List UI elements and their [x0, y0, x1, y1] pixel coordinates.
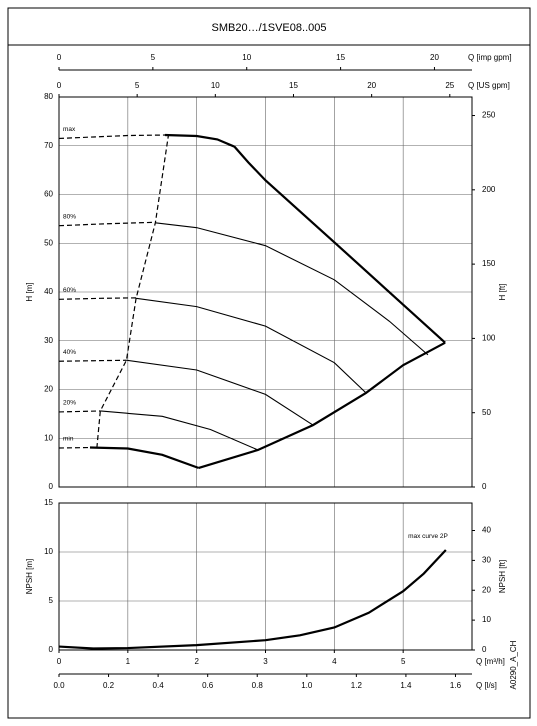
curve-label: 40%	[63, 349, 76, 356]
chart-title: SMB20…/1SVE08..005	[212, 22, 327, 34]
y-tick-label: 30	[44, 336, 53, 345]
top-axis-label: Q [imp gpm]	[468, 53, 512, 62]
x-tick-label: 2	[194, 657, 199, 666]
top-tick-label: 20	[367, 81, 376, 90]
curve	[58, 410, 101, 413]
x2-axis-label: Q [l/s]	[476, 681, 497, 690]
top-tick-label: 15	[289, 81, 298, 90]
x2-tick-label: 1.4	[400, 681, 412, 690]
y-tick-label: 0	[49, 645, 54, 654]
y-tick-label: 20	[44, 385, 53, 394]
curve	[58, 297, 137, 300]
plot-frame	[58, 502, 473, 651]
y-tick-label: 15	[44, 498, 53, 507]
x2-tick-label: 1.2	[351, 681, 363, 690]
x-axis-label: Q [m³/h]	[476, 657, 505, 666]
curve-label: 80%	[63, 213, 76, 220]
y-tick-label: 40	[44, 287, 53, 296]
curve-label: max curve 2P	[408, 533, 448, 540]
y-tick-label: 0	[49, 482, 54, 491]
curve	[155, 222, 429, 356]
top-tick-label: 0	[57, 81, 62, 90]
curve	[96, 134, 170, 449]
y2-tick-label: 100	[482, 334, 496, 343]
x2-tick-label: 1.0	[301, 681, 313, 690]
y-axis-label: NPSH [m]	[25, 559, 34, 595]
y2-axis-label: NPSH [ft]	[498, 560, 507, 593]
curve	[136, 297, 367, 394]
curve	[89, 446, 200, 470]
curve-label: min	[63, 436, 74, 443]
curve	[58, 549, 447, 650]
top-tick-label: 0	[57, 53, 62, 62]
drawing-code: A0290_A_CH	[509, 640, 518, 689]
top-tick-label: 25	[445, 81, 454, 90]
y2-tick-label: 250	[482, 111, 496, 120]
y2-tick-label: 0	[482, 482, 487, 491]
curve	[58, 134, 166, 140]
y-tick-label: 60	[44, 190, 53, 199]
x-tick-label: 4	[332, 657, 337, 666]
curve-label: 20%	[63, 400, 76, 407]
y-tick-label: 50	[44, 238, 53, 247]
x2-tick-label: 0.4	[153, 681, 165, 690]
y2-tick-label: 10	[482, 615, 491, 624]
y2-tick-label: 20	[482, 585, 491, 594]
curve	[126, 359, 314, 426]
x-tick-label: 1	[126, 657, 131, 666]
x2-tick-label: 0.0	[53, 681, 65, 690]
y-tick-label: 10	[44, 547, 53, 556]
top-tick-label: 10	[242, 53, 251, 62]
top-tick-label: 15	[336, 53, 345, 62]
x-tick-label: 5	[401, 657, 406, 666]
x2-tick-label: 0.6	[202, 681, 214, 690]
curve-label: 60%	[63, 287, 76, 294]
y-axis-label: H [m]	[25, 282, 34, 301]
y2-tick-label: 30	[482, 555, 491, 564]
y-tick-label: 10	[44, 433, 53, 442]
top-tick-label: 20	[430, 53, 439, 62]
curve-label: max	[63, 126, 76, 133]
y-tick-label: 5	[49, 596, 54, 605]
curve	[198, 341, 446, 470]
top-tick-label: 5	[135, 81, 140, 90]
curve	[58, 221, 156, 227]
curve	[58, 359, 127, 362]
x2-tick-label: 1.6	[450, 681, 462, 690]
x2-tick-label: 0.2	[103, 681, 115, 690]
y2-tick-label: 0	[482, 645, 487, 654]
y-tick-label: 70	[44, 141, 53, 150]
y2-tick-label: 150	[482, 259, 496, 268]
outer-frame	[7, 7, 531, 719]
y2-axis-label: H [ft]	[498, 284, 507, 301]
top-tick-label: 5	[151, 53, 156, 62]
top-axis-label: Q [US gpm]	[468, 81, 510, 90]
x2-tick-label: 0.8	[252, 681, 264, 690]
y-tick-label: 80	[44, 92, 53, 101]
y2-tick-label: 50	[482, 408, 491, 417]
x-tick-label: 0	[57, 657, 62, 666]
y2-tick-label: 40	[482, 526, 491, 535]
x-tick-label: 3	[263, 657, 268, 666]
curve	[164, 133, 446, 344]
curve	[100, 410, 259, 451]
y2-tick-label: 200	[482, 185, 496, 194]
top-tick-label: 10	[211, 81, 220, 90]
